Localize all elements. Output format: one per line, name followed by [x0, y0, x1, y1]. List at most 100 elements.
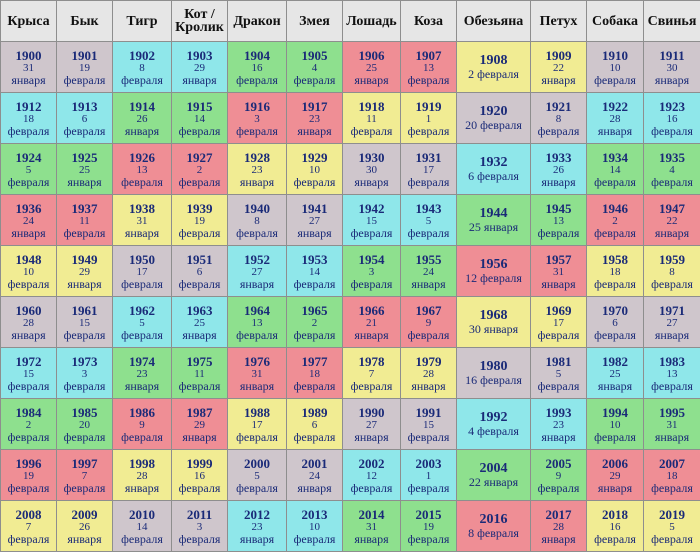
year-number: 1987: [172, 406, 227, 420]
column-header: Кот / Кролик: [172, 1, 228, 42]
new-year-day: 14: [587, 165, 643, 176]
new-year-day: 6: [57, 114, 112, 125]
column-header: Собака: [587, 1, 644, 42]
new-year-day: 10: [287, 165, 342, 176]
new-year-month: января: [228, 380, 286, 392]
new-year-day: 9: [531, 471, 586, 482]
new-year-day: 18: [287, 369, 342, 380]
column-header: Крыса: [1, 1, 57, 42]
new-year-month: февраля: [587, 329, 643, 341]
year-number: 2007: [644, 457, 700, 471]
new-year-month: февраля: [57, 227, 112, 239]
new-year-month: января: [172, 329, 227, 341]
year-number: 1981: [531, 355, 586, 369]
new-year-month: января: [644, 227, 700, 239]
new-year-day: 2: [587, 216, 643, 227]
year-number: 1967: [401, 304, 456, 318]
new-year-day: 22: [644, 216, 700, 227]
new-year-date: 6 февраля: [457, 170, 530, 183]
year-number: 1949: [57, 253, 112, 267]
year-number: 2012: [228, 508, 286, 522]
new-year-day: 27: [228, 267, 286, 278]
new-year-day: 1: [401, 114, 456, 125]
new-year-month: января: [401, 278, 456, 290]
new-year-month: января: [1, 74, 56, 86]
year-number: 2019: [644, 508, 700, 522]
year-number: 1914: [113, 100, 171, 114]
year-number: 1985: [57, 406, 112, 420]
new-year-day: 27: [644, 318, 700, 329]
year-number: 1906: [343, 49, 400, 63]
new-year-day: 5: [1, 165, 56, 176]
new-year-day: 31: [644, 420, 700, 431]
year-number: 1901: [57, 49, 112, 63]
new-year-day: 27: [287, 216, 342, 227]
new-year-month: февраля: [57, 125, 112, 137]
new-year-day: 16: [172, 471, 227, 482]
new-year-date: 30 января: [457, 323, 530, 336]
year-number: 1989: [287, 406, 342, 420]
new-year-day: 28: [587, 114, 643, 125]
new-year-day: 6: [287, 420, 342, 431]
new-year-month: января: [587, 125, 643, 137]
new-year-day: 17: [228, 420, 286, 431]
new-year-day: 6: [587, 318, 643, 329]
column-header: Тигр: [113, 1, 172, 42]
new-year-day: 10: [1, 267, 56, 278]
year-number: 2002: [343, 457, 400, 471]
new-year-month: февраля: [401, 227, 456, 239]
new-year-month: февраля: [57, 482, 112, 494]
new-year-day: 31: [343, 522, 400, 533]
year-number: 1979: [401, 355, 456, 369]
year-number: 1933: [531, 151, 586, 165]
new-year-day: 13: [113, 165, 171, 176]
year-number: 1963: [172, 304, 227, 318]
new-year-day: 25: [57, 165, 112, 176]
year-number: 1905: [287, 49, 342, 63]
column-header: Лошадь: [343, 1, 401, 42]
new-year-day: 5: [228, 471, 286, 482]
year-number: 1913: [57, 100, 112, 114]
new-year-day: 24: [1, 216, 56, 227]
new-year-month: февраля: [287, 278, 342, 290]
year-number: 1988: [228, 406, 286, 420]
year-number: 1982: [587, 355, 643, 369]
new-year-month: февраля: [401, 431, 456, 443]
new-year-month: января: [172, 74, 227, 86]
year-number: 1910: [587, 49, 643, 63]
new-year-day: 8: [113, 63, 171, 74]
new-year-day: 15: [401, 420, 456, 431]
new-year-month: января: [587, 380, 643, 392]
year-number: 1925: [57, 151, 112, 165]
